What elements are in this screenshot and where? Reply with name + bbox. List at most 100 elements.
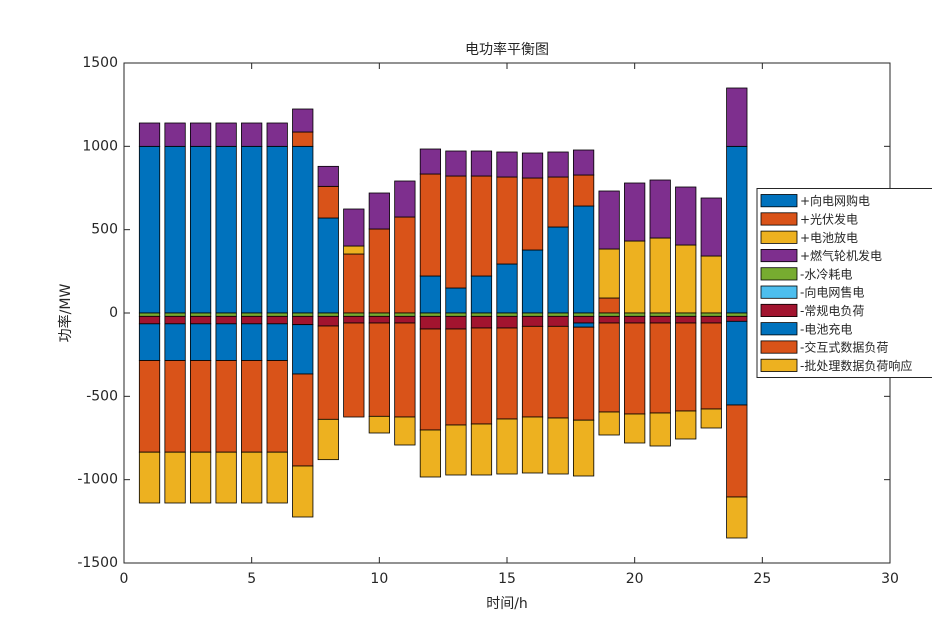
- bar-segment: [394, 416, 416, 446]
- bar-segment: [189, 315, 212, 325]
- legend-label: +光伏发电: [800, 211, 858, 226]
- bar-segment: [470, 175, 493, 277]
- bar-segment: [547, 151, 569, 178]
- bar-segment: [343, 208, 365, 247]
- bar-segment: [726, 404, 748, 498]
- bar-segment: [470, 312, 493, 317]
- bar-segment: [675, 322, 697, 412]
- bar-segment: [496, 312, 518, 317]
- bar-segment: [598, 411, 620, 436]
- bar-segment: [317, 217, 339, 314]
- bar-segment: [343, 322, 365, 418]
- x-tick-label: 30: [881, 571, 899, 587]
- bar-segment: [292, 373, 314, 467]
- bar-segment: [445, 315, 467, 330]
- bar-segment: [292, 315, 314, 326]
- bar-segment: [241, 145, 263, 314]
- bar-segment: [496, 418, 518, 475]
- bar-segment: [649, 412, 671, 447]
- bar-segment: [419, 275, 442, 314]
- bar-segment: [138, 122, 161, 147]
- legend-swatch: [760, 303, 798, 317]
- bar-segment: [419, 429, 442, 478]
- bar-segment: [572, 174, 595, 207]
- bar-segment: [598, 248, 620, 299]
- bar-segment: [368, 415, 390, 434]
- bar-segment: [138, 145, 161, 314]
- bar-segment: [164, 451, 186, 504]
- bar-segment: [368, 322, 390, 417]
- bar-segment: [189, 145, 212, 314]
- bar-segment: [343, 245, 365, 255]
- chart-title: 电功率平衡图: [465, 41, 549, 58]
- bar-segment: [675, 186, 697, 246]
- x-tick-label: 15: [498, 571, 516, 587]
- bar-segment: [215, 315, 237, 325]
- bar-segment: [496, 315, 518, 329]
- legend-swatch: [760, 267, 798, 281]
- legend-swatch: [760, 340, 798, 354]
- bar-segment: [496, 151, 518, 178]
- bar-segment: [675, 410, 697, 440]
- legend-label: -电池充电: [800, 321, 852, 336]
- y-tick-label: 0: [109, 305, 118, 321]
- bar-segment: [700, 255, 722, 314]
- y-tick-label: 500: [91, 222, 118, 238]
- bar-segment: [521, 416, 544, 474]
- legend-label: -向电网售电: [800, 285, 864, 300]
- legend-label: +向电网购电: [800, 193, 870, 208]
- bar-segment: [726, 320, 748, 406]
- bar-segment: [649, 322, 671, 414]
- bar-segment: [419, 173, 442, 277]
- bar-segment: [292, 465, 314, 518]
- bar-segment: [394, 216, 416, 314]
- bar-segment: [394, 322, 416, 418]
- bar-segment: [292, 312, 314, 317]
- bar-segment: [419, 148, 442, 175]
- bar-segment: [572, 315, 595, 324]
- bar-segment: [726, 315, 748, 322]
- bar-segment: [675, 312, 697, 317]
- bar-segment: [317, 312, 339, 317]
- legend-swatch: [760, 285, 798, 299]
- bar-segment: [266, 451, 288, 504]
- bar-segment: [241, 451, 263, 504]
- y-tick-label: -500: [86, 388, 118, 404]
- legend-label: -水冷耗电: [800, 267, 852, 281]
- bar-segment: [572, 326, 595, 421]
- bar-segment: [470, 275, 493, 314]
- bar-segment: [164, 315, 186, 325]
- bar-segment: [317, 325, 339, 420]
- bar-segment: [368, 312, 390, 317]
- bar-segment: [496, 263, 518, 314]
- bar-segment: [598, 297, 620, 314]
- bar-segment: [368, 192, 390, 230]
- bar-segment: [394, 315, 416, 324]
- bar-segment: [521, 152, 544, 179]
- bar-segment: [445, 424, 467, 476]
- bar-segment: [394, 180, 416, 218]
- bar-segment: [521, 312, 544, 317]
- bar-segment: [189, 122, 212, 147]
- bar-segment: [547, 315, 569, 327]
- bar-segment: [419, 315, 442, 330]
- bar-segment: [547, 325, 569, 419]
- bar-segment: [547, 417, 569, 475]
- legend-swatch: [760, 230, 798, 244]
- bar-segment: [215, 451, 237, 504]
- bar-segment: [215, 122, 237, 147]
- bar-segment: [138, 315, 161, 325]
- legend-label: -交互式数据负荷: [800, 340, 888, 355]
- x-axis-label: 时间/h: [486, 596, 528, 612]
- legend-swatch: [760, 212, 798, 226]
- bar-segment: [241, 360, 263, 453]
- bar-segment: [138, 323, 161, 361]
- bar-segment: [292, 145, 314, 314]
- bar-segment: [317, 165, 339, 187]
- bar-segment: [343, 312, 365, 317]
- y-tick-label: -1000: [77, 472, 118, 488]
- legend-label: +燃气轮机发电: [800, 248, 882, 263]
- bar-segment: [292, 131, 314, 147]
- bar-segment: [521, 249, 544, 314]
- bar-segment: [189, 360, 212, 453]
